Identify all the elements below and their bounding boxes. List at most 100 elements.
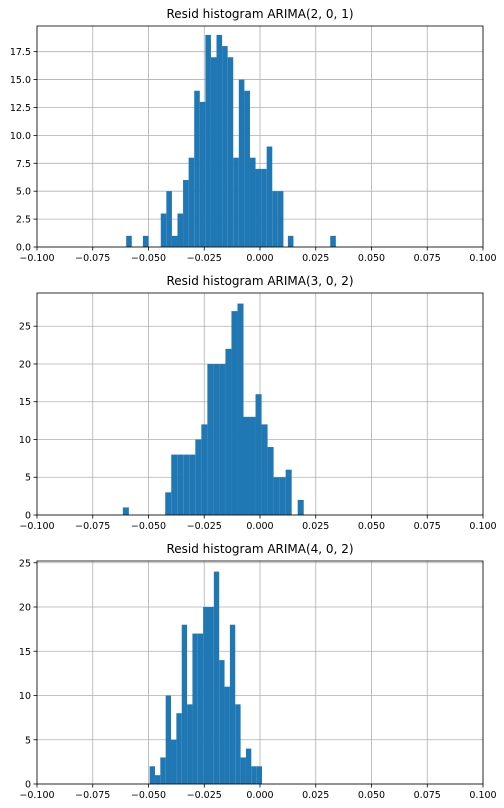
chart-title: Resid histogram ARIMA(4, 0, 2) [166,542,353,556]
y-tick-label: 15.0 [10,75,31,86]
histogram-bar [176,713,182,784]
histogram-bar [171,235,178,247]
x-tick-label: 0.075 [414,790,441,801]
histogram-bar [213,363,220,515]
histogram-bar [171,454,178,515]
x-tick-label: −0.100 [19,253,54,264]
histogram-bar [183,180,189,247]
histogram-bar [160,213,167,247]
y-tick-label: 20 [19,359,31,370]
y-tick-label: 7.5 [16,159,31,170]
x-tick-label: 0.000 [246,790,273,801]
x-tick-label: −0.075 [75,790,110,801]
histogram-bar [192,633,198,784]
histogram-bar [244,90,250,248]
histogram-bar [277,191,284,247]
histogram-bar [149,766,155,784]
histogram-bar [229,624,236,784]
histogram-bar [216,34,223,248]
histogram-bar [224,686,230,784]
histogram-bar [249,157,256,247]
histogram-bar [181,624,188,784]
histogram-bar [205,34,211,248]
y-tick-label: 5 [25,473,31,484]
histogram-bar [245,748,252,784]
y-tick-label: 20 [19,603,31,614]
histogram-bar [231,311,238,515]
y-tick-label: 15 [19,397,31,408]
histogram-bar [266,146,273,247]
histogram-bar [142,235,149,247]
chart-title: Resid histogram ARIMA(3, 0, 2) [166,274,353,288]
histogram-bar [165,695,172,784]
histogram-bar [238,79,245,247]
histogram-bar [261,424,268,515]
chart-panel-3: −0.100 −0.075 −0.050 −0.025 0.000 0.025 0.050 0… [19,542,497,801]
histogram-bar [233,157,239,247]
histogram-bar [207,363,214,515]
histogram-bar [126,235,132,247]
x-tick-label: −0.100 [19,521,54,532]
histogram-bar [273,477,280,515]
histogram-bar [249,416,256,515]
histogram-bar [166,191,172,247]
histogram-bar [235,704,241,784]
y-tick-label: 10.0 [10,131,31,142]
histogram-bar [188,157,195,247]
histogram-bar [287,235,294,247]
x-tick-label: −0.025 [187,253,222,264]
histogram-bar [160,757,166,784]
chart-title: Resid histogram ARIMA(2, 0, 1) [166,7,353,21]
y-tick-label: 10 [19,435,31,446]
histogram-bar [199,101,206,247]
histogram-bar [255,394,262,515]
histogram-bar [219,660,225,784]
x-tick-label: 0.025 [302,521,329,532]
histogram-bar [154,775,161,784]
histogram-bar [255,168,262,247]
histogram-bar [272,191,278,247]
x-tick-label: −0.075 [75,521,110,532]
histogram-bar [171,739,177,784]
histogram-bar [251,766,257,784]
x-tick-label: 0.025 [302,790,329,801]
x-tick-label: 0.050 [358,521,385,532]
histogram-bar [177,454,184,515]
y-tick-label: 0.0 [16,243,31,254]
y-tick-label: 2.5 [16,215,31,226]
x-tick-label: −0.050 [131,521,166,532]
histogram-bar [256,766,263,784]
histogram-bar [267,447,274,515]
histogram-bar [227,57,234,247]
y-tick-label: 15 [19,647,31,658]
histogram-bar [237,303,244,515]
x-tick-label: −0.050 [131,790,166,801]
histogram-bar [201,424,208,515]
y-tick-label: 10 [19,691,31,702]
x-tick-label: 0.050 [358,790,385,801]
x-tick-label: −0.025 [187,521,222,532]
x-tick-label: 0.075 [414,253,441,264]
histogram-bar [297,499,304,515]
histogram-bar [189,454,196,515]
x-tick-label: 0.100 [469,790,496,801]
histogram-bar [165,492,172,515]
y-tick-label: 17.5 [10,47,31,58]
x-tick-label: 0.000 [246,253,273,264]
y-tick-label: 0 [25,780,31,791]
histogram-bar [261,168,267,247]
histogram-bar [208,607,214,784]
x-tick-label: 0.075 [414,521,441,532]
chart-panel-1: −0.100 −0.075 −0.050 −0.025 0.000 0.025 0.050 0… [10,7,497,264]
x-tick-label: −0.025 [187,790,222,801]
x-tick-label: 0.025 [302,253,329,264]
x-tick-label: −0.050 [131,253,166,264]
histogram-bar [285,469,292,515]
chart-panel-2: −0.100 −0.075 −0.050 −0.025 0.000 0.025 0.050 0… [19,274,497,532]
histogram-bar [213,571,220,784]
x-tick-label: −0.100 [19,790,54,801]
x-tick-label: 0.050 [358,253,385,264]
histogram-bar [195,439,202,515]
histogram-bar [225,348,232,515]
x-tick-label: 0.100 [469,521,496,532]
